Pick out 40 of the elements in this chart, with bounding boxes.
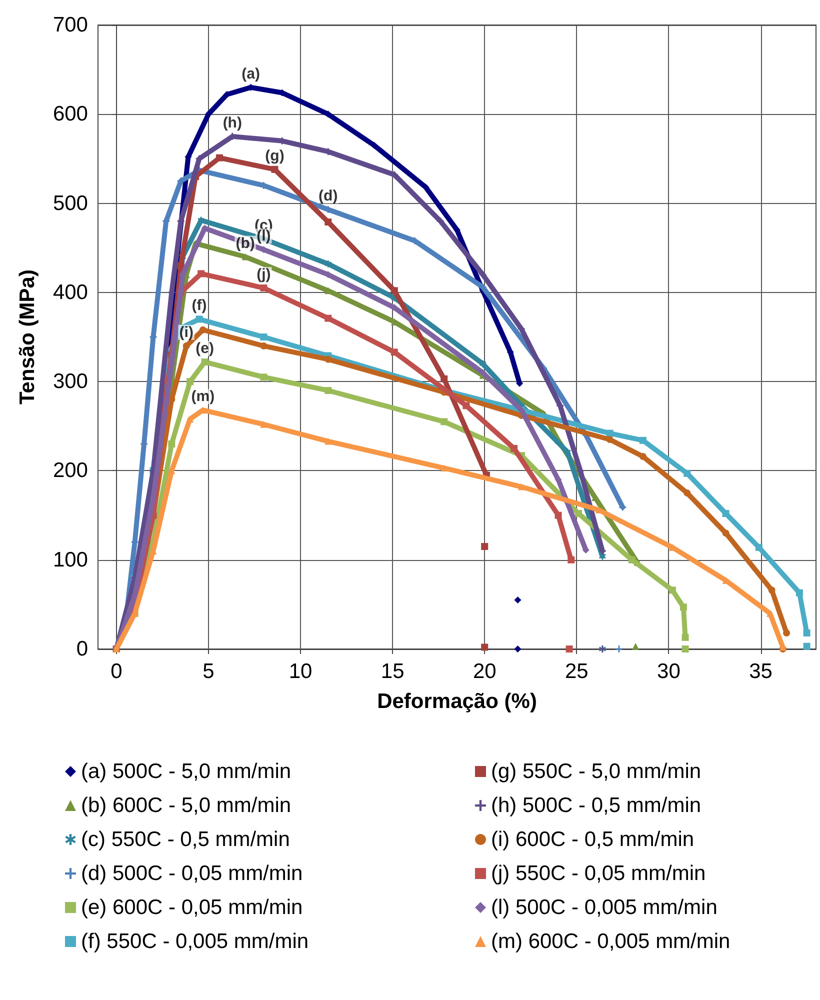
y-tick-label: 0: [76, 638, 88, 660]
y-tick-label: 700: [52, 14, 88, 36]
annotation: (f): [192, 297, 207, 314]
y-tick-label: 600: [52, 102, 88, 126]
legend-label: (d) 500C - 0,05 mm/min: [81, 862, 303, 885]
y-tick-label: 500: [52, 192, 88, 215]
annotation: (d): [318, 188, 338, 205]
x-tick-label: 35: [749, 660, 772, 683]
legend-label: (a) 500C - 5,0 mm/min: [81, 760, 292, 783]
x-tick-label: 10: [288, 660, 312, 683]
legend-label: (b) 600C - 5,0 mm/min: [81, 794, 292, 817]
x-tick-label: 30: [657, 660, 680, 683]
y-tick-label: 100: [52, 548, 88, 572]
legend-label: (h) 500C - 0,5 mm/min: [491, 794, 702, 817]
legend-label: (e) 600C - 0,05 mm/min: [81, 896, 303, 919]
legend-label: (i) 600C - 0,5 mm/min: [491, 828, 694, 851]
legend-label: (g) 550C - 5,0 mm/min: [491, 760, 702, 783]
y-axis-title: Tensão (MPa): [16, 270, 39, 404]
x-tick-label: 25: [564, 660, 588, 683]
annotation: (i): [179, 324, 194, 341]
y-tick-label: 400: [52, 280, 88, 304]
y-tick-label: 300: [52, 370, 88, 394]
x-tick-label: 20: [472, 660, 496, 683]
legend-label: (m) 600C - 0,005 mm/min: [491, 930, 730, 953]
legend-label: (f) 550C - 0,005 mm/min: [81, 930, 309, 953]
x-tick-label: 0: [110, 660, 122, 683]
annotation: (g): [265, 147, 284, 164]
legend-label: (c) 550C - 0,5 mm/min: [81, 828, 290, 851]
x-axis-title: Deformação (%): [377, 690, 537, 713]
annotation: (h): [222, 114, 242, 132]
y-tick-label: 200: [52, 459, 88, 482]
annotation: (m): [191, 388, 215, 406]
x-tick-label: 15: [380, 660, 404, 683]
annotation: (a): [242, 65, 260, 82]
annotation: (b): [236, 234, 255, 252]
annotation: (j): [256, 266, 271, 283]
annotation: (e): [196, 340, 214, 357]
x-tick-label: 5: [202, 660, 214, 683]
legend-label: (j) 550C - 0,05 mm/min: [491, 862, 706, 885]
legend-label: (l) 500C - 0,005 mm/min: [491, 896, 718, 919]
